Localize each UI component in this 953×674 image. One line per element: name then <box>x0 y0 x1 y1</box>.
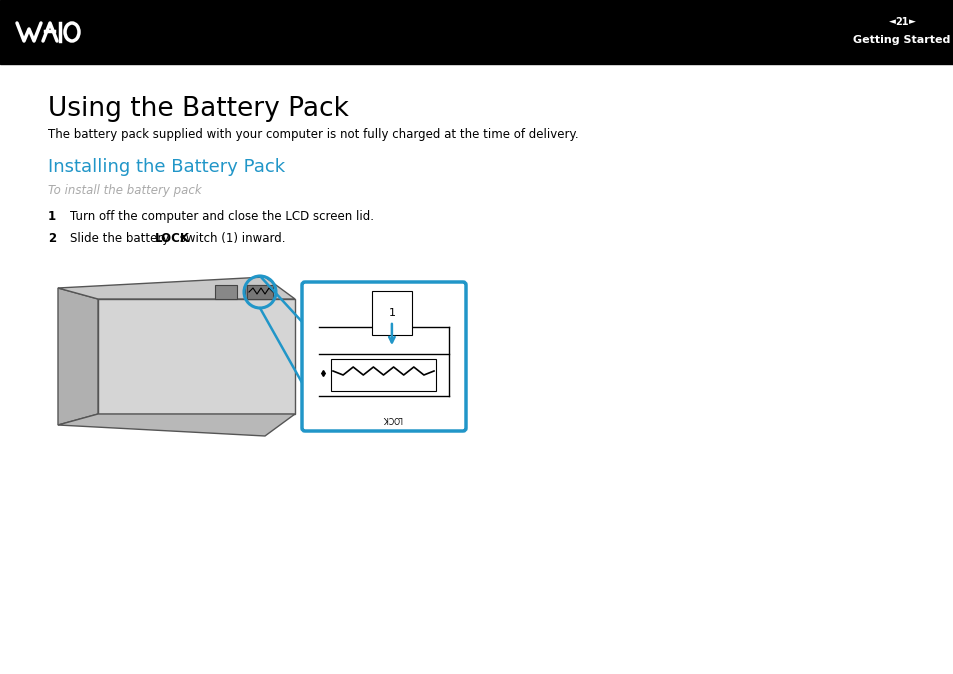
Polygon shape <box>58 414 294 436</box>
Text: Using the Battery Pack: Using the Battery Pack <box>48 96 349 122</box>
Text: LOCK: LOCK <box>381 414 401 423</box>
Polygon shape <box>58 277 294 299</box>
Text: Installing the Battery Pack: Installing the Battery Pack <box>48 158 285 176</box>
Text: ►: ► <box>907 18 915 26</box>
Text: The battery pack supplied with your computer is not fully charged at the time of: The battery pack supplied with your comp… <box>48 128 578 141</box>
Polygon shape <box>98 299 294 414</box>
FancyBboxPatch shape <box>302 282 465 431</box>
Polygon shape <box>58 288 98 425</box>
Bar <box>0 0 953 64</box>
Text: 1: 1 <box>48 210 56 223</box>
Text: Getting Started: Getting Started <box>852 35 950 45</box>
Text: LOCK: LOCK <box>154 232 190 245</box>
Text: switch (1) inward.: switch (1) inward. <box>175 232 285 245</box>
Polygon shape <box>245 285 267 299</box>
Text: ◄: ◄ <box>887 18 895 26</box>
Text: 2: 2 <box>48 232 56 245</box>
Text: To install the battery pack: To install the battery pack <box>48 184 201 197</box>
Text: 21: 21 <box>894 17 908 27</box>
Text: Slide the battery: Slide the battery <box>70 232 172 245</box>
Bar <box>247 285 273 299</box>
Text: Turn off the computer and close the LCD screen lid.: Turn off the computer and close the LCD … <box>70 210 374 223</box>
Polygon shape <box>214 285 236 299</box>
Text: 1: 1 <box>388 308 395 318</box>
